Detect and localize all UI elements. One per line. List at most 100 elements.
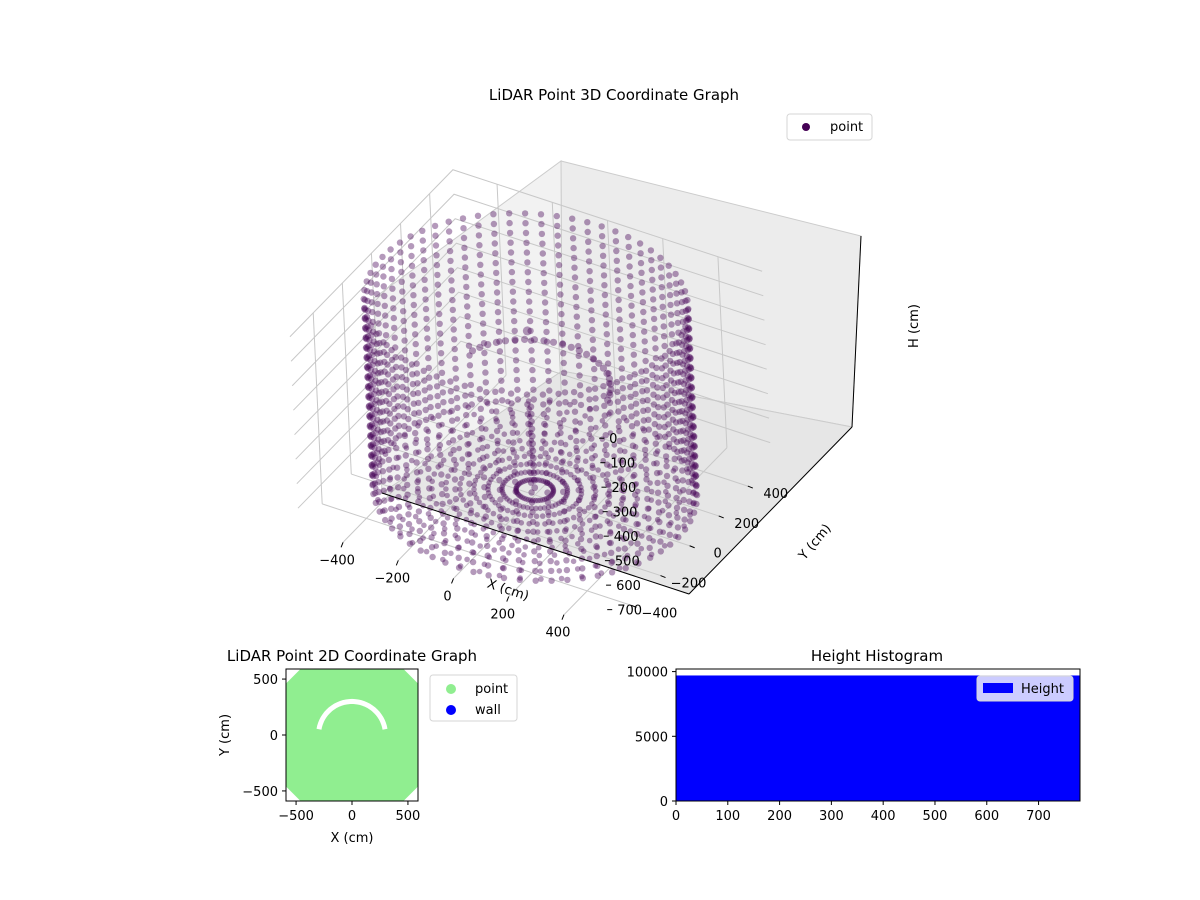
- point-marker: [542, 318, 550, 326]
- point-marker: [622, 565, 629, 572]
- point-marker: [651, 325, 658, 332]
- point-marker: [668, 387, 675, 394]
- point-marker: [528, 476, 535, 483]
- point-marker: [467, 381, 475, 389]
- point-marker: [665, 262, 672, 269]
- point-marker: [673, 510, 680, 516]
- grid-line: [717, 256, 728, 448]
- grid-line: [295, 291, 769, 460]
- point-marker: [449, 427, 456, 434]
- point-marker: [372, 261, 379, 268]
- point-marker: [485, 507, 491, 513]
- point-marker: [472, 477, 479, 484]
- point-marker: [371, 390, 378, 398]
- point-marker: [553, 464, 560, 471]
- point-marker: [599, 242, 606, 250]
- point-marker: [518, 461, 524, 468]
- point-marker: [380, 348, 387, 356]
- point-marker: [557, 291, 564, 298]
- point-marker: [692, 462, 699, 469]
- point-marker: [444, 515, 451, 521]
- point-marker: [630, 341, 637, 349]
- point-marker: [466, 352, 473, 359]
- point-marker: [666, 440, 673, 448]
- point-marker: [475, 447, 481, 453]
- point-marker: [549, 484, 556, 491]
- point-marker: [388, 356, 396, 364]
- point-marker: [369, 481, 377, 488]
- point-marker: [476, 251, 483, 259]
- point-marker: [393, 464, 401, 471]
- point-marker: [379, 458, 386, 465]
- point-marker: [674, 359, 681, 367]
- point-marker: [550, 486, 556, 492]
- point-marker: [541, 430, 548, 437]
- point-marker: [674, 524, 682, 531]
- point-marker: [434, 402, 442, 410]
- point-marker: [688, 385, 695, 392]
- point-marker: [466, 440, 472, 447]
- point-marker: [361, 314, 369, 321]
- point-marker: [485, 486, 491, 493]
- point-marker: [521, 495, 527, 502]
- point-marker: [461, 470, 468, 477]
- point-marker: [415, 423, 421, 429]
- point-marker: [423, 548, 430, 555]
- point-marker: [494, 440, 501, 447]
- point-marker: [435, 434, 442, 440]
- point-marker: [665, 430, 672, 438]
- point-marker: [536, 461, 542, 468]
- point-marker: [609, 558, 615, 565]
- point-marker: [677, 378, 684, 385]
- point-marker: [615, 287, 622, 294]
- point-marker: [450, 446, 457, 454]
- point-marker: [689, 470, 696, 477]
- point-marker: [529, 366, 536, 374]
- point-marker: [528, 425, 536, 433]
- point-marker: [643, 439, 650, 446]
- x-axis-line: [381, 492, 690, 595]
- point-marker: [644, 495, 651, 503]
- point-marker: [510, 308, 517, 315]
- point-marker: [644, 505, 652, 512]
- point-marker: [361, 315, 368, 322]
- point-marker: [504, 496, 510, 502]
- y-tick-label: 10000: [627, 666, 668, 681]
- point-marker: [575, 477, 582, 484]
- point-marker: [530, 469, 537, 475]
- point-marker: [590, 356, 597, 363]
- point-marker: [687, 373, 694, 380]
- point-marker: [575, 497, 582, 504]
- point-marker: [649, 286, 656, 293]
- point-marker: [400, 516, 406, 523]
- point-marker: [367, 432, 374, 439]
- point-marker: [394, 484, 402, 491]
- point-marker: [626, 263, 633, 270]
- point-marker: [571, 474, 578, 481]
- point-marker: [496, 348, 504, 355]
- point-marker: [560, 488, 567, 495]
- point-marker: [368, 341, 376, 349]
- point-marker: [538, 230, 546, 238]
- tick-mark: [718, 515, 724, 519]
- point-marker: [657, 548, 664, 555]
- point-marker: [685, 305, 692, 313]
- point-marker: [567, 434, 574, 441]
- point-marker: [557, 424, 564, 431]
- z-tick-label: 600: [616, 579, 641, 594]
- point-marker: [595, 359, 603, 367]
- point-marker: [642, 357, 649, 365]
- point-marker: [483, 426, 489, 432]
- point-marker: [493, 427, 501, 435]
- point-marker: [620, 394, 627, 402]
- point-marker: [405, 415, 412, 423]
- point-marker: [549, 483, 555, 490]
- point-marker: [693, 491, 701, 499]
- point-marker: [688, 450, 695, 458]
- point-marker: [677, 388, 685, 395]
- point-marker: [513, 488, 520, 495]
- point-marker: [539, 391, 547, 398]
- point-marker: [459, 215, 467, 222]
- point-marker: [667, 311, 675, 318]
- point-marker: [542, 440, 549, 447]
